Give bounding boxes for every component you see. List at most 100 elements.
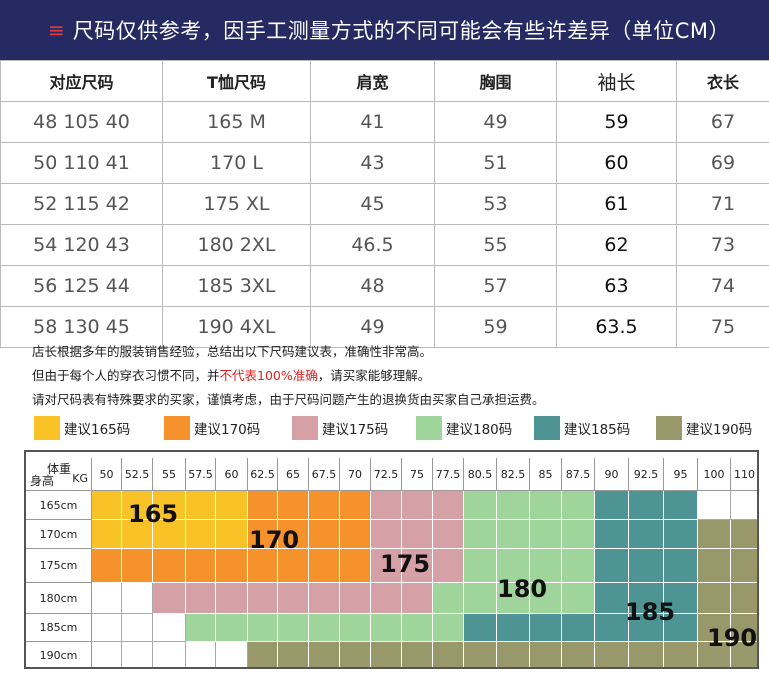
chart-cell bbox=[595, 642, 629, 669]
chart-cell bbox=[186, 642, 216, 669]
chart-cell bbox=[371, 549, 402, 583]
weight-header: 65 bbox=[278, 458, 309, 491]
legend-swatch bbox=[534, 416, 560, 440]
chart-cell bbox=[698, 583, 731, 614]
chart-cell bbox=[402, 583, 433, 614]
legend-item: 建议185码 bbox=[534, 416, 630, 440]
chart-size-label: 170 bbox=[249, 526, 300, 554]
legend-swatch bbox=[416, 416, 442, 440]
cell-chest: 53 bbox=[434, 183, 557, 225]
chart-cell bbox=[248, 642, 278, 669]
chart-size-label: 175 bbox=[380, 550, 431, 578]
chart-cell bbox=[433, 642, 464, 669]
chart-cell bbox=[629, 614, 664, 642]
height-row-label: 180cm bbox=[26, 583, 92, 614]
chart-cell bbox=[595, 549, 629, 583]
cell-length: 69 bbox=[676, 142, 769, 184]
chart-cell bbox=[340, 549, 371, 583]
cell-length: 67 bbox=[676, 101, 769, 143]
chart-size-label: 180 bbox=[497, 575, 548, 603]
height-row-label: 185cm bbox=[26, 614, 92, 642]
legend-label: 建议175码 bbox=[322, 422, 389, 438]
weight-header: 90 bbox=[595, 458, 629, 491]
legend-label: 建议180码 bbox=[446, 422, 513, 438]
chart-cell bbox=[530, 520, 562, 549]
chart-cell bbox=[186, 583, 216, 614]
cell-chest: 49 bbox=[434, 101, 557, 143]
col-header-tshirt-size: T恤尺码 bbox=[162, 60, 311, 102]
chart-cell bbox=[186, 491, 216, 520]
legend-item: 建议190码 bbox=[656, 416, 752, 440]
chart-cell bbox=[595, 614, 629, 642]
chart-cell bbox=[216, 642, 248, 669]
chart-cell bbox=[433, 491, 464, 520]
note-warning-text: 不代表100%准确 bbox=[219, 368, 318, 383]
chart-cell bbox=[216, 520, 248, 549]
weight-header: 85 bbox=[530, 458, 562, 491]
weight-header: 52.5 bbox=[122, 458, 153, 491]
chart-cell bbox=[153, 583, 186, 614]
note-line-2-start: 但由于每个人的穿衣习惯不同，并 bbox=[32, 368, 220, 383]
cell-sleeve: 61 bbox=[556, 183, 677, 225]
chart-cell bbox=[92, 583, 122, 614]
cell-tshirt-size: 175 XL bbox=[162, 183, 311, 225]
chart-cell bbox=[698, 614, 731, 642]
corner-kg-label: KG bbox=[72, 472, 88, 485]
chart-cell bbox=[122, 614, 153, 642]
cell-shoulder: 45 bbox=[310, 183, 435, 225]
chart-cell bbox=[402, 549, 433, 583]
chart-cell bbox=[122, 549, 153, 583]
col-header-sleeve: 袖长 bbox=[556, 60, 677, 102]
corner-weight-label: 体重 bbox=[46, 462, 71, 476]
chart-cell bbox=[278, 614, 309, 642]
chart-cell bbox=[629, 583, 664, 614]
chart-cell bbox=[92, 520, 122, 549]
chart-cell bbox=[248, 549, 278, 583]
note-line-2: 但由于每个人的穿衣习惯不同，并不代表100%准确，请买家能够理解。 bbox=[32, 364, 545, 388]
height-row-label: 175cm bbox=[26, 549, 92, 583]
table-row: 52 115 42 175 XL 45 53 61 71 bbox=[0, 183, 769, 225]
chart-size-label: 185 bbox=[625, 598, 676, 626]
size-notes: 店长根据多年的服装销售经验，总结出以下尺码建议表，准确性非常高。 但由于每个人的… bbox=[32, 340, 545, 412]
cell-shoulder: 48 bbox=[310, 265, 435, 307]
cell-chest: 57 bbox=[434, 265, 557, 307]
legend-swatch bbox=[292, 416, 318, 440]
chart-cell bbox=[433, 520, 464, 549]
chart-cell bbox=[433, 614, 464, 642]
weight-header: 82.5 bbox=[497, 458, 530, 491]
chart-cell bbox=[562, 491, 595, 520]
chart-cell bbox=[629, 642, 664, 669]
chart-cell bbox=[371, 583, 402, 614]
weight-header: 60 bbox=[216, 458, 248, 491]
chart-cell bbox=[698, 642, 731, 669]
weight-header: 55 bbox=[153, 458, 186, 491]
cell-chest: 55 bbox=[434, 224, 557, 266]
cell-shoulder: 41 bbox=[310, 101, 435, 143]
chart-cell bbox=[433, 583, 464, 614]
chart-cell bbox=[248, 614, 278, 642]
col-header-chest: 胸围 bbox=[434, 60, 557, 102]
table-row: 48 105 40 165 M 41 49 59 67 bbox=[0, 101, 769, 143]
chart-cell bbox=[464, 491, 497, 520]
chart-cell bbox=[153, 642, 186, 669]
legend-label: 建议170码 bbox=[194, 422, 261, 438]
chart-cell bbox=[595, 491, 629, 520]
chart-cell bbox=[309, 491, 340, 520]
cell-size-code: 58 130 45 bbox=[0, 306, 163, 348]
chart-cell bbox=[309, 520, 340, 549]
chart-cell bbox=[153, 520, 186, 549]
table-row: 58 130 45 190 4XL 49 59 63.5 75 bbox=[0, 306, 769, 348]
chart-cell bbox=[309, 549, 340, 583]
chart-cell bbox=[530, 583, 562, 614]
legend-label: 建议165码 bbox=[64, 422, 131, 438]
cell-chest: 51 bbox=[434, 142, 557, 184]
chart-cell bbox=[153, 491, 186, 520]
chart-cell bbox=[664, 491, 698, 520]
chart-cell bbox=[698, 520, 731, 549]
col-header-size: 对应尺码 bbox=[0, 60, 163, 102]
cell-tshirt-size: 165 M bbox=[162, 101, 311, 143]
cell-length: 75 bbox=[676, 306, 769, 348]
weight-header: 57.5 bbox=[186, 458, 216, 491]
chart-cell bbox=[595, 583, 629, 614]
chart-cell bbox=[278, 491, 309, 520]
